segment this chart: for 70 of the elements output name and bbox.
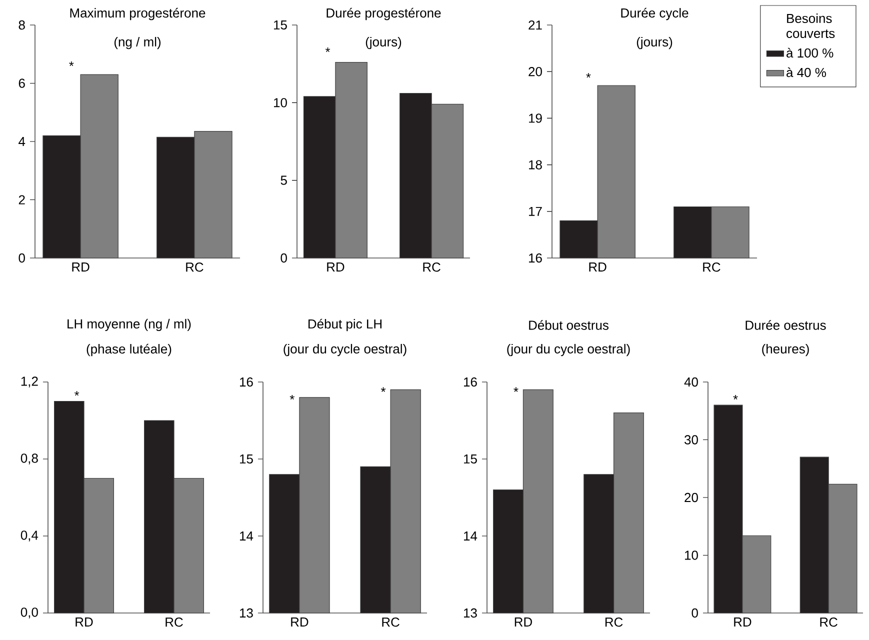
legend-label: à 100 % xyxy=(786,48,834,58)
chart-title: Début oestrus xyxy=(529,320,608,330)
x-tick-label: RD xyxy=(589,262,606,272)
x-tick-label: RD xyxy=(327,262,344,272)
y-tick-label: 6 xyxy=(18,78,25,88)
x-tick-label: RC xyxy=(423,262,440,272)
chart-subtitle: (phase lutéale) xyxy=(86,344,172,356)
y-tick-label: 14 xyxy=(240,532,254,540)
y-tick-label: 20 xyxy=(684,492,698,502)
y-tick-label: 0,0 xyxy=(20,608,38,618)
annotation: * xyxy=(514,387,518,392)
y-tick-label: 0 xyxy=(280,253,287,263)
y-tick-label: 15 xyxy=(274,20,287,30)
x-tick-label: RD xyxy=(76,618,93,626)
y-tick-label: 17 xyxy=(529,206,542,216)
annotation: * xyxy=(733,394,738,400)
chart-subtitle: (jour du cycle oestral) xyxy=(507,344,630,356)
y-tick-label: 10 xyxy=(274,98,287,108)
annotation: * xyxy=(586,73,591,78)
y-tick-label: 21 xyxy=(528,20,542,30)
y-tick-label: 20 xyxy=(528,67,542,76)
legend-label: à 40 % xyxy=(786,67,826,78)
y-tick-label: 14 xyxy=(464,532,478,540)
y-tick-label: 5 xyxy=(280,176,287,185)
x-tick-label: RC xyxy=(820,618,838,627)
y-tick-label: 19 xyxy=(529,114,542,123)
y-tick-label: 16 xyxy=(464,377,477,387)
y-tick-label: 1,2 xyxy=(21,376,38,388)
chart-title: LH moyenne (ng / ml) xyxy=(68,318,191,332)
y-tick-label: 18 xyxy=(529,160,542,170)
annotation: * xyxy=(290,394,294,400)
y-tick-label: 16 xyxy=(240,377,253,387)
y-tick-label: 8 xyxy=(18,20,25,30)
x-tick-label: RC xyxy=(166,618,183,627)
x-tick-label: RC xyxy=(382,618,400,627)
chart-title: Début pic LH xyxy=(308,318,382,332)
y-tick-label: 16 xyxy=(529,253,542,263)
x-tick-label: RC xyxy=(703,262,720,272)
chart-title: Durée cycle xyxy=(621,8,688,20)
y-tick-label: 30 xyxy=(684,435,698,444)
y-tick-label: 15 xyxy=(240,454,253,464)
x-tick-label: RD xyxy=(72,262,90,272)
y-tick-label: 40 xyxy=(684,377,698,387)
chart-title: Durée oestrus xyxy=(746,320,826,330)
y-tick-label: 4 xyxy=(18,137,26,146)
annotation: * xyxy=(380,387,386,392)
text: (jours) xyxy=(636,36,672,50)
text: (ng / ml) xyxy=(114,36,161,50)
x-tick-label: RD xyxy=(514,618,532,626)
y-tick-label: 0,8 xyxy=(20,454,38,464)
y-tick-label: 13 xyxy=(464,608,477,618)
annotation: * xyxy=(74,391,80,396)
y-tick-label: 0 xyxy=(18,253,25,263)
y-tick-label: 0,4 xyxy=(20,530,38,542)
y-tick-label: 15 xyxy=(464,454,477,464)
x-tick-label: RC xyxy=(605,618,623,627)
x-tick-label: RC xyxy=(186,262,204,272)
y-tick-label: 13 xyxy=(240,608,253,618)
y-tick-label: 10 xyxy=(685,550,698,560)
x-tick-label: RD xyxy=(291,618,308,626)
text: (jours) xyxy=(366,36,402,50)
chart-subtitle: (jour du cycle oestral) xyxy=(284,344,406,356)
chart-title: Maximum progestérone xyxy=(70,8,206,20)
y-tick-label: 2 xyxy=(18,195,25,204)
annotation: * xyxy=(69,61,74,66)
x-tick-label: RD xyxy=(734,618,752,626)
chart-subtitle: (heures) xyxy=(762,344,809,356)
annotation: * xyxy=(325,47,330,52)
y-tick-label: 0 xyxy=(692,608,698,618)
chart-title: Durée progestérone xyxy=(326,8,441,20)
